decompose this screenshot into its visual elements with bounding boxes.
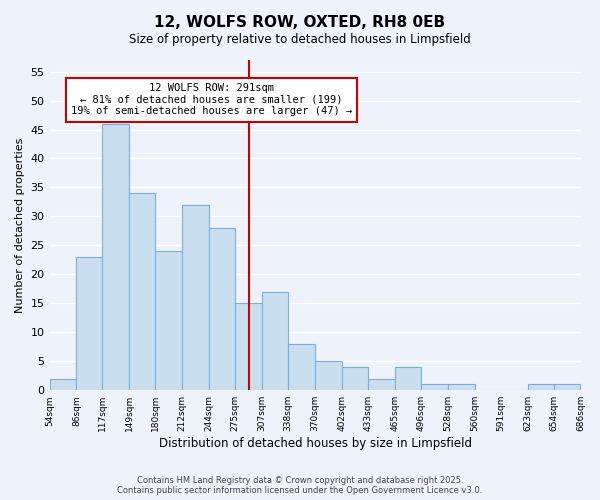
- Bar: [262, 292, 288, 390]
- Y-axis label: Number of detached properties: Number of detached properties: [15, 138, 25, 313]
- Text: Size of property relative to detached houses in Limpsfield: Size of property relative to detached ho…: [129, 32, 471, 46]
- Bar: [288, 344, 315, 390]
- Bar: [554, 384, 580, 390]
- Bar: [103, 124, 130, 390]
- Bar: [342, 367, 368, 390]
- Text: 12 WOLFS ROW: 291sqm
← 81% of detached houses are smaller (199)
19% of semi-deta: 12 WOLFS ROW: 291sqm ← 81% of detached h…: [71, 83, 352, 116]
- Bar: [130, 193, 155, 390]
- Bar: [155, 251, 182, 390]
- Text: 12, WOLFS ROW, OXTED, RH8 0EB: 12, WOLFS ROW, OXTED, RH8 0EB: [154, 15, 446, 30]
- Bar: [368, 378, 395, 390]
- X-axis label: Distribution of detached houses by size in Limpsfield: Distribution of detached houses by size …: [158, 437, 472, 450]
- Text: Contains HM Land Registry data © Crown copyright and database right 2025.
Contai: Contains HM Land Registry data © Crown c…: [118, 476, 482, 495]
- Bar: [76, 257, 103, 390]
- Bar: [448, 384, 475, 390]
- Bar: [50, 378, 76, 390]
- Bar: [527, 384, 554, 390]
- Bar: [209, 228, 235, 390]
- Bar: [182, 205, 209, 390]
- Bar: [395, 367, 421, 390]
- Bar: [235, 304, 262, 390]
- Bar: [421, 384, 448, 390]
- Bar: [315, 361, 342, 390]
